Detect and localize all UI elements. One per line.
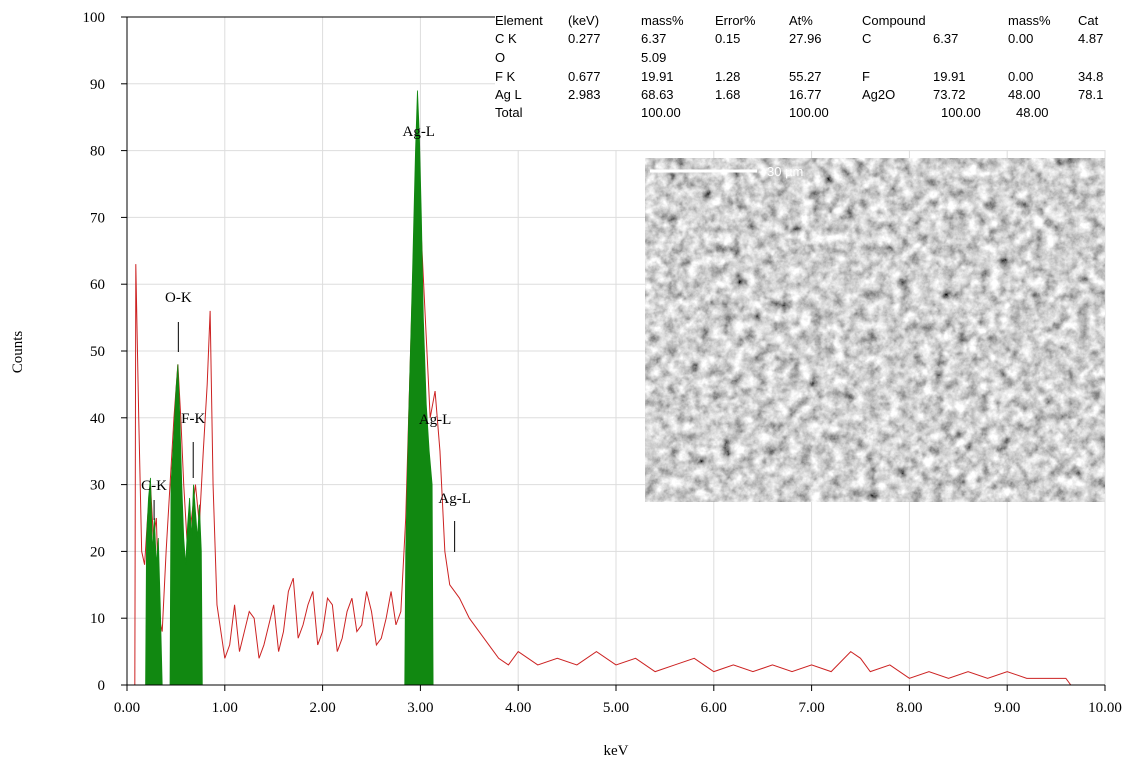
table-background: [495, 0, 1132, 150]
x-tick-label: 0.00: [114, 700, 140, 716]
table-cell: 16.77: [789, 87, 822, 102]
table-header: Compound: [862, 13, 926, 28]
table-header: At%: [789, 13, 813, 28]
table-cell: C K: [495, 31, 517, 46]
y-tick-label: 40: [90, 411, 105, 427]
table-cell: 48.00: [1008, 87, 1041, 102]
y-tick-label: 100: [83, 10, 106, 26]
table-header: Element: [495, 13, 543, 28]
table-cell: 73.72: [933, 87, 966, 102]
table-cell: 0.00: [1008, 69, 1033, 84]
table-header: mass%: [1008, 13, 1051, 28]
table-cell: 6.37: [641, 31, 666, 46]
table-cell: 100.00: [641, 105, 681, 120]
table-cell: 27.96: [789, 31, 822, 46]
table-cell: 48.00: [1016, 105, 1049, 120]
table-cell: F: [862, 69, 870, 84]
x-tick-label: 9.00: [994, 700, 1020, 716]
table-header: (keV): [568, 13, 599, 28]
table-cell: 2.983: [568, 87, 601, 102]
y-tick-label: 10: [90, 611, 105, 627]
y-tick-label: 90: [90, 77, 105, 93]
y-tick-label: 20: [90, 544, 105, 560]
peak-area: [404, 90, 434, 686]
table-cell: F K: [495, 69, 516, 84]
table-cell: 1.28: [715, 69, 740, 84]
peak-label: Ag-L: [419, 412, 452, 428]
x-tick-label: 5.00: [603, 700, 629, 716]
table-cell: 34.8: [1078, 69, 1103, 84]
table-cell: O: [495, 50, 505, 65]
x-tick-label: 3.00: [407, 700, 433, 716]
table-cell: 68.63: [641, 87, 674, 102]
sem-image: 30 µm: [645, 158, 1105, 502]
table-cell: 55.27: [789, 69, 822, 84]
table-cell: 19.91: [933, 69, 966, 84]
x-tick-label: 1.00: [212, 700, 238, 716]
table-cell: 0.677: [568, 69, 601, 84]
peak-label: C-K: [141, 478, 167, 494]
table-header: mass%: [641, 13, 684, 28]
table: Element (keV) mass% Error% At% Compound mass% C…: [495, 13, 1103, 120]
table-cell: 1.68: [715, 87, 740, 102]
peak-label: F-K: [181, 411, 205, 427]
x-tick-label: 7.00: [798, 700, 824, 716]
table-header: Cat: [1078, 13, 1099, 28]
y-tick-label: 80: [90, 144, 105, 160]
table-header: Error%: [715, 13, 756, 28]
x-tick-label: 6.00: [701, 700, 727, 716]
table-cell: C: [862, 31, 871, 46]
y-tick-label: 0: [98, 678, 106, 694]
y-tick-label: 60: [90, 277, 105, 293]
table-cell: 6.37: [933, 31, 958, 46]
table-cell: 4.87: [1078, 31, 1103, 46]
x-tick-label: 8.00: [896, 700, 922, 716]
table-cell: 5.09: [641, 50, 666, 65]
peak-label: Ag-L: [402, 124, 435, 140]
table-cell: 78.1: [1078, 87, 1103, 102]
table-cell: 100.00: [789, 105, 829, 120]
x-tick-label: 4.00: [505, 700, 531, 716]
table-cell: Total: [495, 105, 523, 120]
peak-label: Ag-L: [438, 491, 471, 507]
table-cell: 0.277: [568, 31, 601, 46]
table-cell: 0.00: [1008, 31, 1033, 46]
plot-area: 0 10 20 30 40 50 60 70 80 90 100 0.00 1.00 2.00 3.00 4.…: [83, 10, 1122, 716]
table-cell: 19.91: [641, 69, 674, 84]
scale-label: 30 µm: [767, 164, 803, 179]
table-cell: 0.15: [715, 31, 740, 46]
y-tick-label: 30: [90, 478, 105, 494]
peak-area: [169, 364, 203, 686]
x-axis-label: keV: [604, 743, 629, 759]
y-axis-label: Counts: [10, 331, 26, 374]
peak-label: O-K: [165, 290, 192, 306]
x-tick-label: 2.00: [309, 700, 335, 716]
table-cell: Ag L: [495, 87, 522, 102]
sem-texture: [645, 158, 1105, 502]
table-cell: 100.00: [941, 105, 981, 120]
y-tick-label: 70: [90, 210, 105, 226]
y-tick-label: 50: [90, 344, 105, 360]
table-cell: Ag2O: [862, 87, 895, 102]
x-tick-label: 10.00: [1088, 700, 1122, 716]
